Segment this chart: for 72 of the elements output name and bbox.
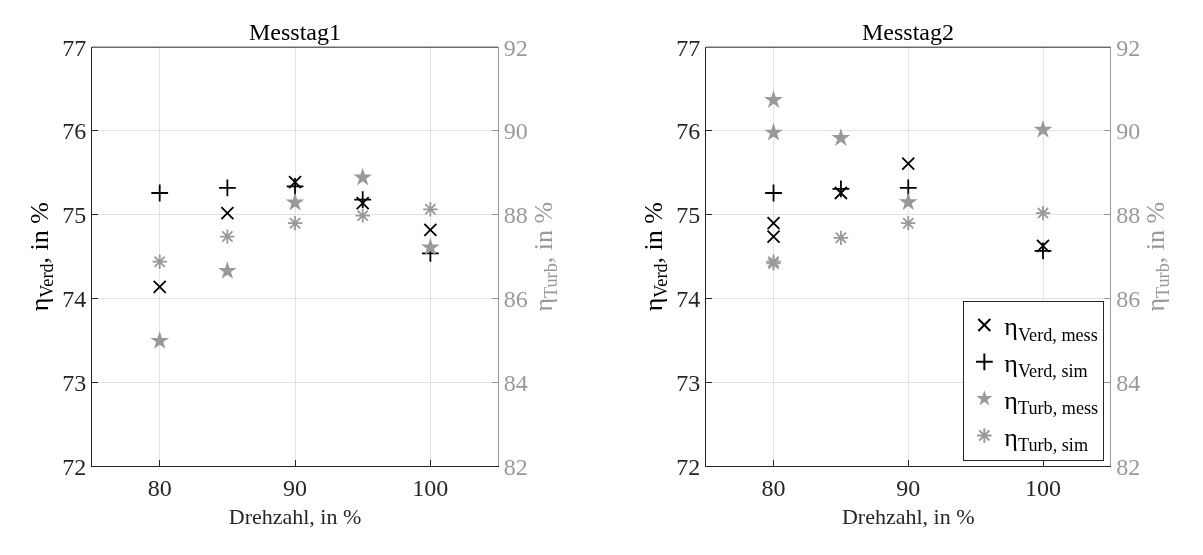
x-tick-label: 100 (412, 475, 449, 501)
point (766, 216, 781, 231)
point (150, 331, 170, 349)
y2-tick-label: 90 (503, 118, 528, 145)
point (220, 206, 235, 220)
y-tick-label: 76 (62, 118, 87, 145)
point (900, 215, 917, 232)
y-tick-label: 73 (62, 369, 87, 396)
y2-tick-label: 90 (1116, 118, 1141, 145)
point (764, 183, 783, 203)
point (354, 207, 371, 224)
point (834, 186, 848, 200)
point (1033, 119, 1053, 138)
point (831, 128, 851, 147)
y-tick-label: 72 (62, 453, 87, 480)
point (1033, 241, 1053, 261)
y-tick-label: 73 (676, 369, 701, 396)
point (353, 167, 373, 186)
point (151, 253, 168, 270)
x-tick-label: 80 (147, 475, 172, 501)
chart-title: Messtag1 (249, 19, 341, 45)
chart-title: Messtag2 (862, 19, 954, 45)
point (901, 156, 916, 171)
y-tick-label: 77 (62, 34, 87, 61)
point (150, 183, 169, 203)
point (353, 190, 372, 209)
point (152, 279, 167, 294)
y-tick-label: 74 (62, 285, 87, 312)
x-tick-label: 90 (896, 475, 921, 501)
point (1034, 205, 1052, 222)
point (898, 178, 918, 198)
y-tick-label: 77 (676, 34, 701, 61)
point (286, 215, 304, 232)
x-axis-title: Drehzahl, in % (228, 503, 362, 529)
point (423, 222, 438, 237)
y2-tick-label: 84 (503, 369, 528, 396)
y2-tick-label: 86 (1116, 285, 1141, 312)
point (285, 192, 305, 211)
point (218, 261, 237, 279)
point (285, 176, 305, 196)
y2-tick-label: 92 (1116, 34, 1141, 61)
y2-tick-label: 88 (503, 202, 528, 229)
point (898, 192, 918, 211)
legend-label: η$_{Turb, mess}$ (1004, 385, 1099, 419)
point (219, 228, 236, 245)
legend-label: η$_{Turb, sim}$ (1004, 422, 1089, 456)
y2-tick-label: 92 (503, 34, 528, 61)
point (764, 122, 783, 141)
y-tick-label: 74 (676, 285, 701, 312)
y-tick-label: 75 (676, 202, 701, 229)
point (766, 229, 781, 244)
point (218, 178, 237, 198)
y-tick-label: 72 (676, 453, 701, 480)
point (831, 179, 851, 199)
x-tick-label: 80 (761, 475, 786, 501)
point (764, 90, 783, 108)
point (355, 196, 370, 210)
point (832, 229, 849, 246)
y-tick-label: 75 (62, 202, 87, 229)
x-axis-title: Drehzahl, in % (841, 503, 975, 529)
x-tick-label: 90 (283, 475, 308, 501)
x-tick-label: 100 (1025, 475, 1061, 501)
y2-tick-label: 84 (1116, 369, 1141, 396)
legend-label: η$_{Verd, mess}$ (1004, 312, 1098, 345)
legend-label: η$_{Verd, sim}$ (1004, 348, 1088, 382)
point (421, 237, 440, 256)
y2-tick-label: 88 (1116, 202, 1141, 229)
y2-tick-label: 86 (503, 285, 528, 312)
point (422, 201, 439, 218)
y-tick-label: 76 (676, 118, 701, 145)
y2-tick-label: 82 (503, 453, 528, 480)
y2-tick-label: 82 (1116, 453, 1141, 480)
